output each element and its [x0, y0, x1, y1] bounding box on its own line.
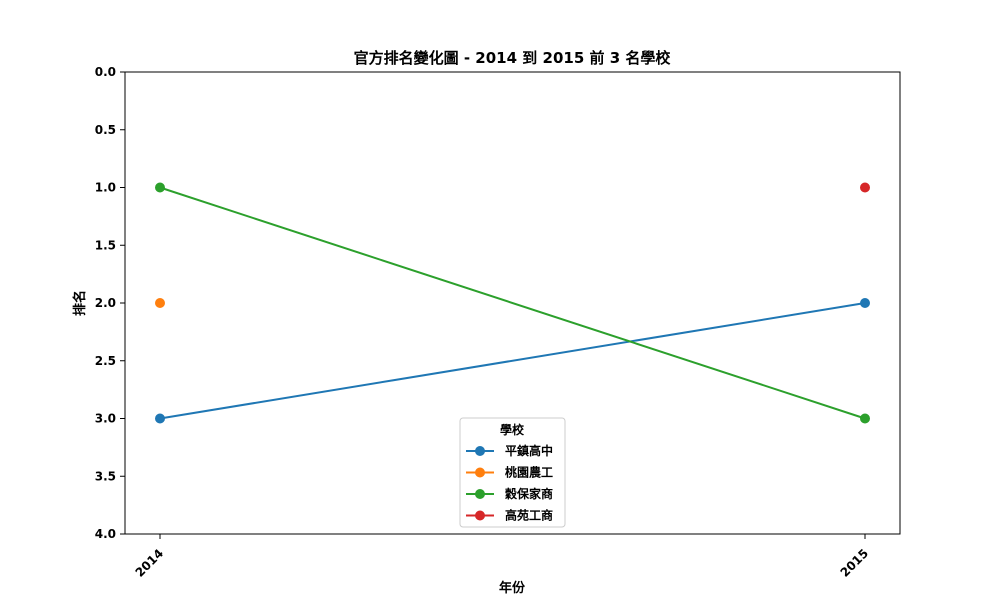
y-tick-label: 1.5 [95, 238, 116, 252]
series-line-0 [159, 302, 866, 420]
x-tick-label: 2015 [838, 546, 872, 580]
y-tick-label: 3.5 [95, 469, 116, 483]
x-axis-label: 年份 [499, 580, 526, 596]
legend-swatch-marker [475, 489, 485, 499]
y-tick-label: 0.0 [95, 65, 116, 79]
legend-swatch-marker [475, 446, 485, 456]
chart-title: 官方排名變化圖 - 2014 到 2015 前 3 名學校 [354, 49, 672, 67]
y-tick-label: 2.5 [95, 354, 116, 368]
data-point-2 [155, 182, 165, 193]
series-line-2 [159, 186, 866, 420]
x-tick-label: 2014 [133, 546, 167, 580]
data-point-3 [860, 182, 870, 193]
x-axis: 2014 2015 [133, 534, 872, 580]
y-axis-label: 排名 [72, 290, 88, 316]
y-tick-label: 2.0 [95, 296, 116, 310]
legend-entry-label: 平鎮高中 [505, 443, 553, 458]
y-tick-label: 1.0 [95, 181, 116, 195]
legend-box [459, 417, 566, 528]
legend-entry-label: 高苑工商 [505, 508, 553, 523]
legend-title: 學校 [500, 422, 525, 437]
y-tick-label: 0.5 [95, 123, 116, 137]
data-point-1 [155, 298, 165, 308]
y-axis: 0.0 0.5 1.0 1.5 2.0 2.5 3.0 3.5 4.0 [95, 65, 125, 541]
legend-swatch-marker [475, 510, 485, 521]
series-layer [155, 182, 870, 424]
data-point-0 [860, 298, 870, 308]
legend-swatch-marker [475, 467, 485, 478]
data-point-0 [155, 413, 165, 424]
legend-entry-label: 桃園農工 [505, 465, 553, 480]
legend-entry-label: 穀保家商 [505, 486, 553, 501]
y-tick-label: 4.0 [95, 527, 116, 541]
data-point-2 [860, 413, 870, 424]
y-tick-label: 3.0 [95, 412, 116, 426]
